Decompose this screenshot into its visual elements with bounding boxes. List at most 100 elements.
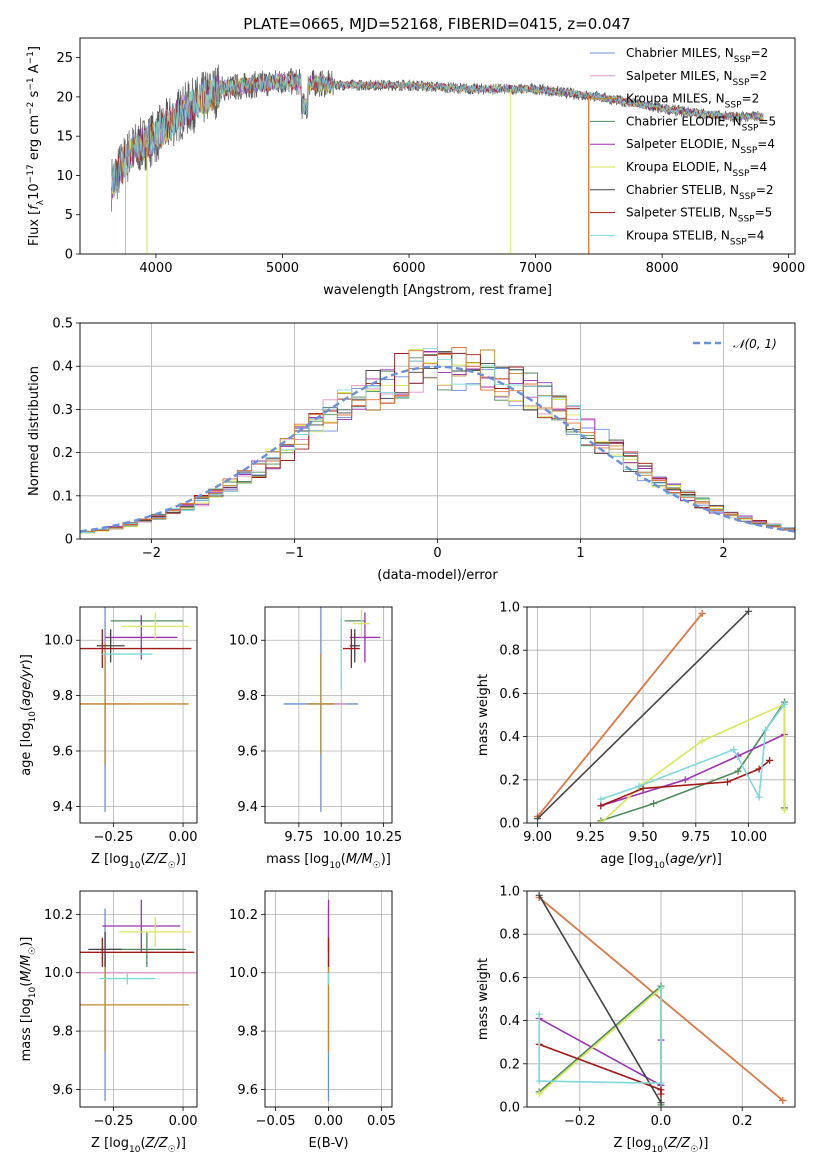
- errorbar: [80, 937, 195, 967]
- y-tick-label: 0.5: [52, 317, 73, 332]
- y-tick-label: 9.8: [52, 689, 73, 704]
- legend-entry: Kroupa MILES, NSSP=2: [626, 92, 759, 111]
- weight-marker: [534, 815, 542, 823]
- x-tick-label: 9.25: [576, 830, 605, 845]
- y-axis-label: Normed distribution: [27, 366, 42, 496]
- spectrum-plot: [111, 64, 764, 254]
- legend-entry: 𝒩(0, 1): [733, 337, 777, 351]
- legend-entry: Chabrier STELIB, NSSP=2: [626, 183, 774, 202]
- weight-marker: [535, 891, 543, 899]
- weight-line: [600, 702, 786, 823]
- legend-entry: Kroupa STELIB, NSSP=4: [626, 228, 764, 247]
- weight-plot: [535, 891, 787, 1107]
- x-tick-label: 0.2: [732, 1114, 753, 1129]
- x-tick-label: 10.00: [730, 830, 767, 845]
- x-axis-label: (data-model)/error: [377, 568, 498, 583]
- axes-frame: [79, 37, 796, 255]
- y-tick-label: 0.6: [499, 687, 520, 702]
- weight-marker: [535, 1010, 543, 1018]
- axis-label: age [log10(age/yr)]: [600, 852, 722, 871]
- legend-entry: Chabrier ELODIE, NSSP=5: [626, 114, 776, 133]
- x-tick-label: −2: [142, 546, 161, 561]
- panel-spectrum: 4000 5000 6000 7000 8000 9000 0 5 10 15 20 25 Chabri…: [26, 37, 805, 298]
- weight-marker: [766, 756, 774, 764]
- weight-marker: [650, 800, 658, 808]
- x-tick-label: 0.00: [314, 1114, 343, 1129]
- panel-age-vs-Z: −0.25 0.00 9.4 9.6 9.8 10.0 Z [log10(Z/Z☉)] age…: [19, 606, 198, 871]
- errorbar: [99, 972, 156, 985]
- weight-line: [600, 699, 786, 822]
- spectrum-line: [111, 72, 764, 192]
- y-axis-label: Flux [fλ10−17 erg cm−2 s−1 A−1]: [26, 46, 46, 246]
- residual-plot: [80, 347, 795, 534]
- axis-label: Z [log10(Z/Z☉)]: [91, 852, 186, 871]
- axes-frame: [264, 890, 393, 1108]
- errorbar: [105, 615, 178, 660]
- x-tick-label: 7000: [519, 261, 552, 276]
- x-tick-label: 9000: [772, 261, 805, 276]
- legend: Chabrier MILES, NSSP=2 Salpeter MILES, NS…: [590, 46, 776, 247]
- legend-entry: Salpeter ELODIE, NSSP=4: [626, 137, 775, 156]
- y-tick-label: 9.4: [237, 800, 258, 815]
- axes-frame: [79, 890, 198, 1108]
- legend: 𝒩(0, 1): [693, 337, 777, 351]
- panel-mass-vs-EBV: −0.05 0.00 0.05 9.6 9.8 10.0 10.2 E(B-V): [229, 890, 396, 1151]
- weight-line: [538, 986, 662, 1095]
- y-tick-label: 0.6: [499, 971, 520, 986]
- errorbar: [80, 629, 192, 668]
- y-axis-label: mass weight: [476, 958, 491, 1040]
- axis-label: age [log10(age/yr)]: [19, 654, 38, 776]
- y-tick-label: 5: [65, 208, 73, 223]
- errorbar: [121, 612, 189, 641]
- x-tick-label: 9.50: [629, 830, 658, 845]
- weight-marker: [657, 1099, 665, 1107]
- y-tick-label: 10: [56, 169, 73, 184]
- x-tick-label: 10.00: [323, 830, 360, 845]
- weight-marker: [780, 806, 788, 814]
- axis-label: mass [log10(M/M☉)]: [19, 937, 38, 1062]
- y-tick-label: 1.0: [499, 601, 520, 616]
- errorbar: [353, 609, 370, 638]
- x-tick-label: 10.25: [365, 830, 402, 845]
- weight-plot: [534, 607, 788, 823]
- y-tick-label: 10.2: [44, 908, 73, 923]
- errorbar: [119, 917, 192, 947]
- x-tick-label: −0.2: [564, 1114, 596, 1129]
- y-tick-label: 0.0: [499, 1101, 520, 1116]
- weight-marker: [723, 778, 731, 786]
- y-tick-label: 0.0: [499, 817, 520, 832]
- weight-marker: [535, 1077, 543, 1085]
- y-tick-label: 0.4: [499, 1014, 520, 1029]
- x-tick-label: 6000: [392, 261, 425, 276]
- histogram-series: [80, 347, 795, 533]
- weight-marker: [761, 726, 769, 734]
- y-tick-label: 25: [56, 51, 73, 66]
- x-tick-label: 0.00: [169, 830, 198, 845]
- panel-age-vs-mass: 9.75 10.00 10.25 9.4 9.6 9.8 10.0 mass [log10(M…: [229, 606, 402, 871]
- axis-label: mass [log10(M/M☉)]: [266, 852, 391, 871]
- weight-marker: [657, 1079, 665, 1087]
- legend-entry: Salpeter STELIB, NSSP=5: [626, 206, 772, 225]
- panel-mass-vs-Z: −0.25 0.00 9.6 9.8 10.0 10.2 Z [log10(Z/Z☉)] ma…: [19, 890, 198, 1155]
- errorbar-plot: [80, 607, 192, 812]
- y-tick-label: 20: [56, 90, 73, 105]
- errorbar: [307, 654, 335, 754]
- weight-marker: [755, 793, 763, 801]
- errorbar: [80, 958, 189, 1052]
- weight-marker: [779, 1097, 787, 1105]
- weight-marker: [639, 784, 647, 792]
- weight-marker: [597, 802, 605, 810]
- x-tick-label: 9.75: [284, 830, 313, 845]
- y-tick-label: 10.0: [44, 634, 73, 649]
- y-tick-label: 0.8: [499, 928, 520, 943]
- weight-marker: [698, 737, 706, 745]
- x-tick-label: 2: [719, 546, 727, 561]
- y-tick-label: 9.6: [52, 745, 73, 760]
- y-tick-label: 15: [56, 130, 73, 145]
- y-tick-label: 9.6: [237, 745, 258, 760]
- y-tick-label: 0.3: [52, 403, 73, 418]
- y-tick-label: 0.4: [52, 360, 73, 375]
- x-tick-label: −1: [285, 546, 304, 561]
- errorbar: [96, 629, 125, 663]
